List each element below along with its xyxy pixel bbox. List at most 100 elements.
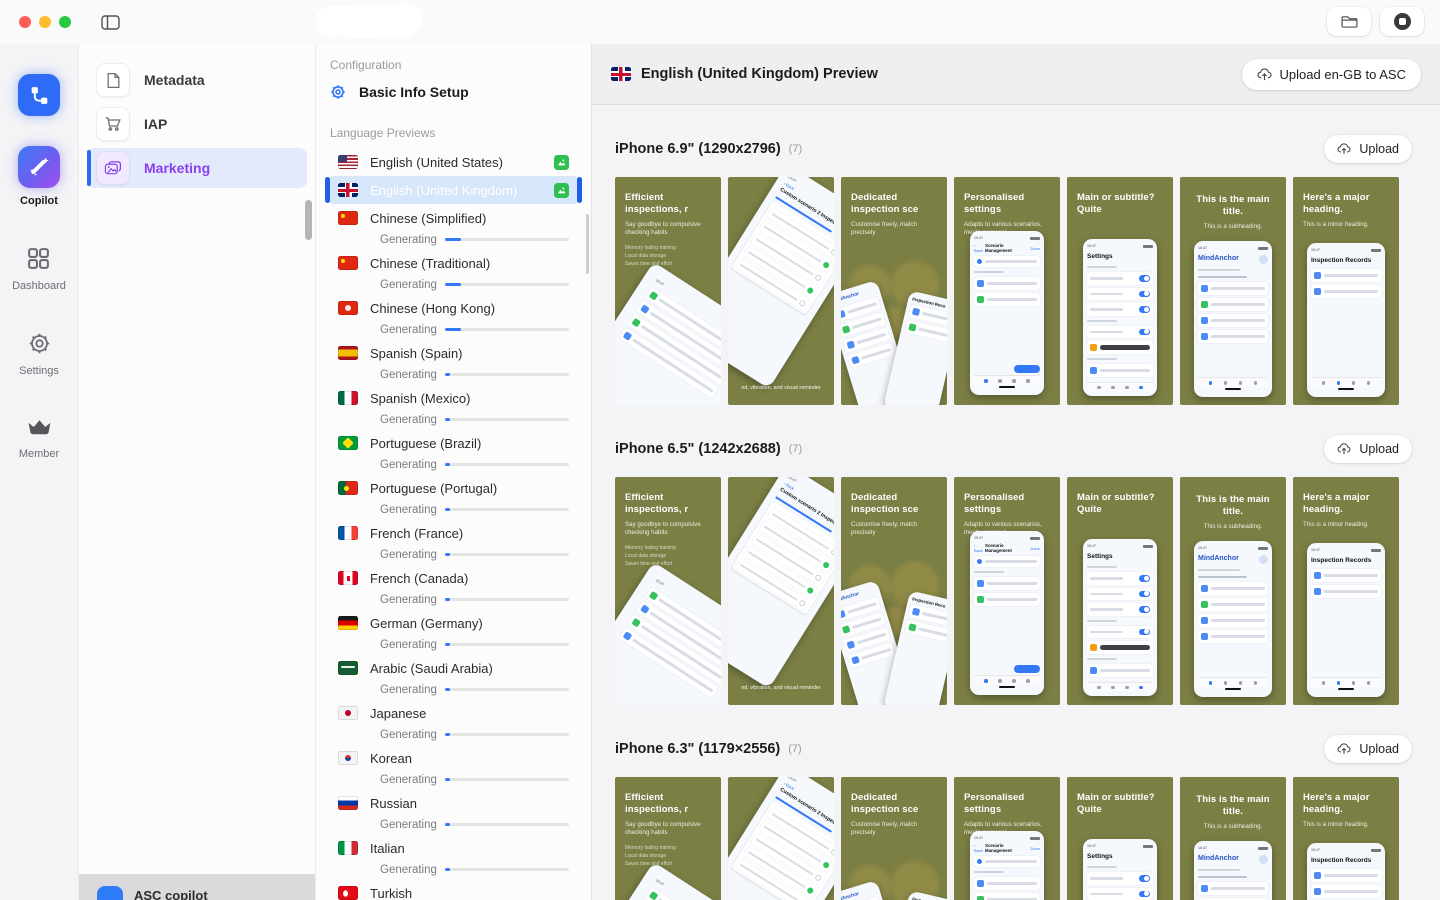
progress-bar xyxy=(444,373,569,376)
screenshot-thumbnail-records-phone[interactable]: Here's a major heading. This is a minor … xyxy=(1293,777,1399,900)
upload-button[interactable]: Upload xyxy=(1324,135,1412,163)
language-item[interactable]: Chinese (Simplified) Generating xyxy=(316,204,591,247)
close-button[interactable] xyxy=(19,16,31,28)
phone-mockup: 15:47 ‹ Back Custom scenario 2 Inspectio… xyxy=(728,477,834,689)
iap-cart-icon xyxy=(96,107,130,141)
language-item[interactable]: Japanese Generating xyxy=(316,699,591,742)
screenshot-thumbnail-straight-phone[interactable]: Personalised settings Adapts to various … xyxy=(954,177,1060,405)
screenshot-thumbnail-dual-phones[interactable]: Dedicated inspection sce Customise freel… xyxy=(841,777,947,900)
language-item[interactable]: Russian Generating xyxy=(316,789,591,832)
upload-button[interactable]: Upload xyxy=(1324,435,1412,463)
screenshot-thumbnail-settings-phone[interactable]: Main or subtitle? Quite 15:47 Settings xyxy=(1067,477,1173,705)
screenshot-thumbnail-hero-left[interactable]: Efficient inspections, r Say goodbye to … xyxy=(615,777,721,900)
screenshot-thumbnail-records-phone[interactable]: Here's a major heading. This is a minor … xyxy=(1293,177,1399,405)
language-item[interactable]: Chinese (Traditional) Generating xyxy=(316,249,591,292)
screenshot-thumbnail-tilted-detail[interactable]: 15:47 ‹ Back Custom scenario 2 Inspectio… xyxy=(728,777,834,900)
language-item[interactable]: Portuguese (Brazil) Generating xyxy=(316,429,591,472)
cloud-upload-icon xyxy=(1337,143,1351,155)
language-item[interactable]: French (Canada) Generating xyxy=(316,564,591,607)
section-count: (7) xyxy=(788,143,803,155)
language-label: Chinese (Simplified) xyxy=(370,210,487,226)
screenshot-thumbnail-hero-left[interactable]: Efficient inspections, r Say goodbye to … xyxy=(615,477,721,705)
language-item[interactable]: Spanish (Spain) Generating xyxy=(316,339,591,382)
thumb-heading: Efficient inspections, r xyxy=(625,492,689,516)
progress-bar xyxy=(444,733,569,736)
generating-label: Generating xyxy=(380,638,437,651)
screenshot-thumbnail-brand-phone[interactable]: This is the main title. This is a subhea… xyxy=(1180,477,1286,705)
generating-label: Generating xyxy=(380,458,437,471)
generating-label: Generating xyxy=(380,818,437,831)
cloud-upload-icon xyxy=(1337,443,1351,455)
language-item[interactable]: English (United States) xyxy=(316,148,591,176)
screenshot-thumbnail-settings-phone[interactable]: Main or subtitle? Quite 15:47 Settings xyxy=(1067,777,1173,900)
phone-title: Scenario Management xyxy=(985,843,1012,853)
folder-button[interactable] xyxy=(1327,7,1371,36)
settings-gear-icon[interactable] xyxy=(26,330,52,356)
language-item[interactable]: Korean Generating xyxy=(316,744,591,787)
nav-item-marketing[interactable]: Marketing xyxy=(87,148,307,188)
language-item[interactable]: Arabic (Saudi Arabia) Generating xyxy=(316,654,591,697)
screenshot-thumbnail-dual-phones[interactable]: Dedicated inspection sce Customise freel… xyxy=(841,477,947,705)
generating-label: Generating xyxy=(380,413,437,426)
upload-button[interactable]: Upload xyxy=(1324,735,1412,763)
device-section: iPhone 6.5" (1242x2688) (7) Upload Effic… xyxy=(615,435,1417,705)
member-crown-icon[interactable] xyxy=(25,415,53,439)
language-item[interactable]: English (United Kingdom) xyxy=(316,176,591,204)
progress-bar xyxy=(444,508,569,511)
nav-item-iap[interactable]: IAP xyxy=(87,104,307,144)
progress-bar xyxy=(444,328,569,331)
section-title: iPhone 6.5" (1242x2688) xyxy=(615,441,781,457)
language-item[interactable]: Portuguese (Portugal) Generating xyxy=(316,474,591,517)
phone-title: Settings xyxy=(1087,253,1113,260)
uk-flag-icon xyxy=(611,67,631,81)
nav-item-metadata[interactable]: Metadata xyxy=(87,60,307,100)
screenshot-thumbnail-settings-phone[interactable]: Main or subtitle? Quite 15:47 Settings xyxy=(1067,177,1173,405)
record-button[interactable] xyxy=(1380,7,1424,36)
copilot-icon[interactable] xyxy=(18,146,60,188)
thumbnail-row: Efficient inspections, r Say goodbye to … xyxy=(615,777,1417,900)
screenshot-thumbnail-tilted-detail[interactable]: 15:47 ‹ Back Custom scenario 2 Inspectio… xyxy=(728,477,834,705)
phone-mockup: 15:47 ‹ Back Custom scenario 2 Inspectio… xyxy=(728,777,834,900)
screenshot-thumbnail-records-phone[interactable]: Here's a major heading. This is a minor … xyxy=(1293,477,1399,705)
upload-button-label: Upload xyxy=(1359,442,1399,456)
progress-bar xyxy=(444,868,569,871)
sidebar-toggle-button[interactable] xyxy=(101,14,120,30)
screenshot-thumbnail-brand-phone[interactable]: This is the main title. This is a subhea… xyxy=(1180,177,1286,405)
language-item[interactable]: Italian Generating xyxy=(316,834,591,877)
language-item[interactable]: German (Germany) Generating xyxy=(316,609,591,652)
upload-en-gb-to-asc-button[interactable]: Upload en-GB to ASC xyxy=(1241,58,1421,90)
upload-button-label: Upload xyxy=(1359,142,1399,156)
phone-title: Inspection Records xyxy=(1311,257,1372,264)
dashboard-icon[interactable] xyxy=(26,245,52,271)
screenshot-thumbnail-tilted-detail[interactable]: 15:47 ‹ Back Custom scenario 2 Inspectio… xyxy=(728,177,834,405)
screenshot-thumbnail-hero-left[interactable]: Efficient inspections, r Say goodbye to … xyxy=(615,177,721,405)
phone-mockup: 15:47 MindAnchor xyxy=(1194,541,1272,697)
nav-scrollbar-thumb[interactable] xyxy=(305,200,312,240)
language-item[interactable]: Chinese (Hong Kong) Generating xyxy=(316,294,591,337)
screenshot-thumbnail-brand-phone[interactable]: This is the main title. This is a subhea… xyxy=(1180,777,1286,900)
minimize-button[interactable] xyxy=(39,16,51,28)
thumbnail-row: Efficient inspections, r Say goodbye to … xyxy=(615,177,1417,405)
generating-label: Generating xyxy=(380,593,437,606)
thumb-subheading: Say goodbye to compulsive checking habit… xyxy=(625,520,701,537)
nav-footer[interactable]: ASC copilot xyxy=(79,874,315,900)
language-item[interactable]: Spanish (Mexico) Generating xyxy=(316,384,591,427)
phone-title: Scenario Management xyxy=(985,243,1012,253)
phone-brand: MindAnchor xyxy=(1198,555,1239,562)
language-item[interactable]: French (France) Generating xyxy=(316,519,591,562)
config-scrollbar-thumb[interactable] xyxy=(586,214,589,274)
screenshot-thumbnail-dual-phones[interactable]: Dedicated inspection sce Customise freel… xyxy=(841,177,947,405)
language-item[interactable]: Turkish Generating xyxy=(316,879,591,900)
connect-app-icon[interactable] xyxy=(18,74,60,116)
language-list: English (United States) English (United … xyxy=(316,148,591,900)
screenshot-thumbnail-straight-phone[interactable]: Personalised settings Adapts to various … xyxy=(954,477,1060,705)
thumb-subheading: This is a minor heading. xyxy=(1303,820,1369,828)
generating-label: Generating xyxy=(380,548,437,561)
basic-info-setup-item[interactable]: Basic Info Setup xyxy=(316,80,591,112)
nav-item-label: Marketing xyxy=(144,160,211,176)
zoom-button[interactable] xyxy=(59,16,71,28)
marketing-photos-icon xyxy=(96,151,130,185)
screenshot-thumbnail-straight-phone[interactable]: Personalised settings Adapts to various … xyxy=(954,777,1060,900)
thumb-subheading: Customise freely, match precisely xyxy=(851,520,917,537)
generating-label: Generating xyxy=(380,683,437,696)
